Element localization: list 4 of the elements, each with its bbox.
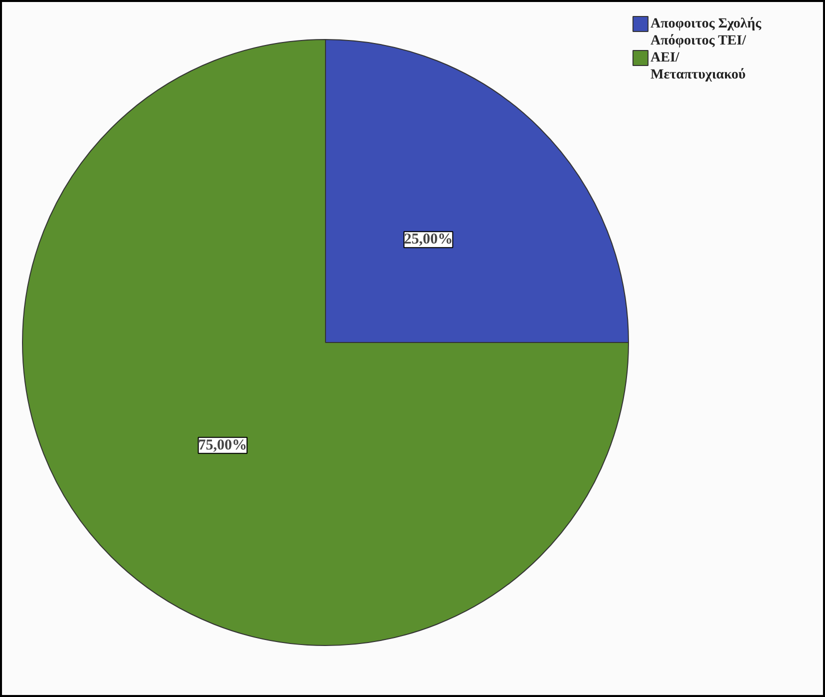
legend-label: Απόφοιτος ΤΕΙ/ΑΕΙ/Μεταπτυχιακού — [650, 34, 748, 82]
legend-label: Αποφοιτος Σχολής — [650, 16, 762, 32]
data-label: 25,00% — [404, 232, 453, 248]
data-label: 75,00% — [198, 437, 248, 454]
